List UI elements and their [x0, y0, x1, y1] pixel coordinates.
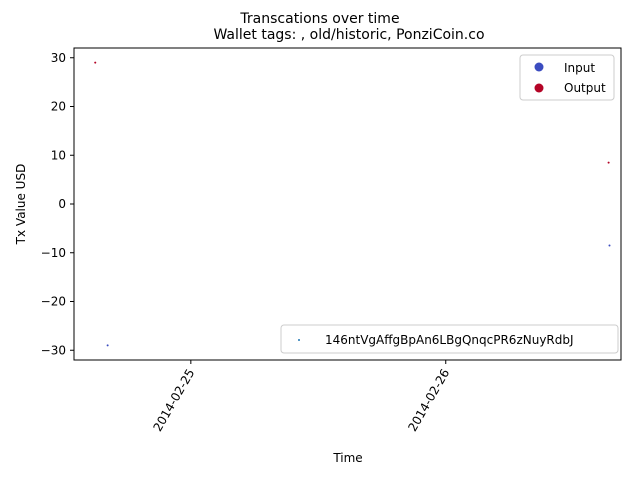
data-point-input: [106, 344, 109, 347]
legend-label-input: Input: [564, 61, 595, 75]
chart-title: Transcations over time: [239, 11, 399, 27]
y-axis-label: Tx Value USD: [14, 164, 28, 246]
data-point-output: [94, 61, 97, 64]
legend-wallet: 146ntVgAffgBpAn6LBgQnqcPR6zNuyRdbJ: [280, 324, 619, 354]
legend-label-output: Output: [564, 81, 606, 95]
y-tick-label: −30: [41, 343, 66, 357]
legend-direction-box: [519, 54, 615, 101]
data-point-input: [608, 244, 611, 247]
legend-marker-output: [534, 83, 544, 93]
data-points: [94, 61, 611, 347]
y-axis: 30 20 10 0 −10 −20 −30: [41, 51, 74, 357]
data-point-output: [607, 161, 610, 164]
x-axis: 2014-02-25 2014-02-26: [150, 360, 452, 434]
x-tick-label: 2014-02-25: [150, 367, 197, 434]
y-tick-label: 30: [51, 51, 66, 65]
x-axis-label: Time: [332, 451, 362, 465]
x-tick-label: 2014-02-26: [405, 367, 452, 434]
legend-label-wallet: 146ntVgAffgBpAn6LBgQnqcPR6zNuyRdbJ: [325, 333, 574, 347]
y-tick-label: 10: [51, 148, 66, 162]
y-tick-label: −20: [41, 295, 66, 309]
chart-subtitle: Wallet tags: , old/historic, PonziCoin.c…: [213, 27, 484, 43]
legend-marker-input: [534, 62, 544, 72]
legend-direction: Input Output: [519, 54, 615, 101]
y-tick-label: 0: [58, 197, 66, 211]
y-tick-label: −10: [41, 246, 66, 260]
legend-wallet-box: [280, 324, 619, 354]
y-tick-label: 20: [51, 100, 66, 114]
legend-marker-wallet: [298, 339, 300, 341]
